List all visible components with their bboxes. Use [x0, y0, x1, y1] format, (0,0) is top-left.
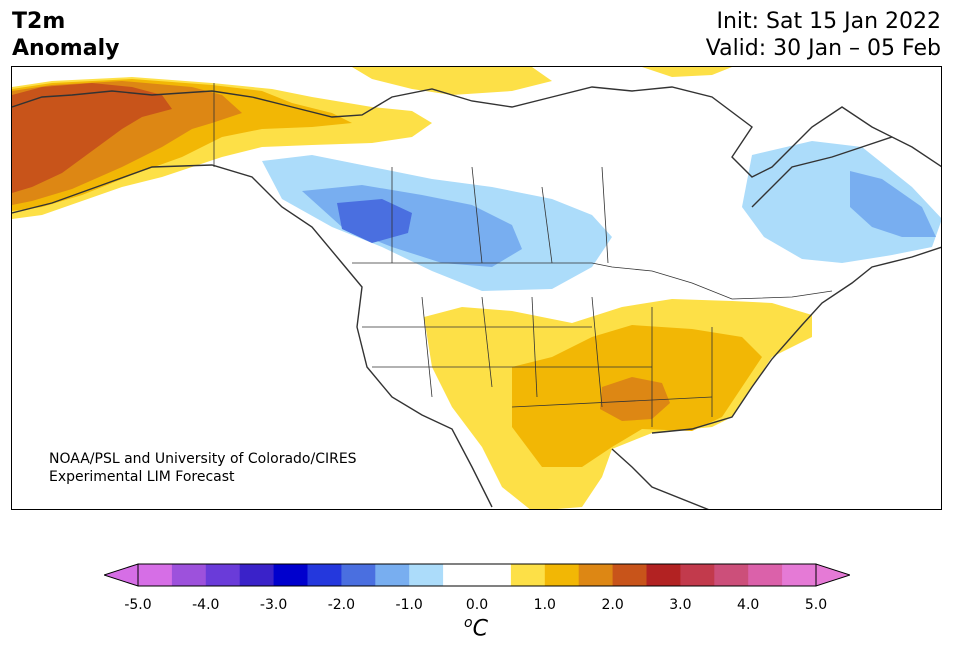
colorbar-cell [578, 564, 614, 586]
colorbar-cell [782, 564, 817, 586]
coastlines [12, 86, 941, 509]
credit-text: NOAA/PSL and University of Colorado/CIRE… [49, 450, 357, 486]
colorbar-cell [239, 564, 275, 586]
init-date: Init: Sat 15 Jan 2022 [716, 9, 941, 34]
warm-anomaly-arctic-2 [642, 67, 732, 77]
warm-anomaly-arctic [352, 67, 552, 95]
colorbar-outline [137, 563, 817, 587]
colorbar-cell [205, 564, 241, 586]
colorbar-tick-label: 3.0 [669, 597, 692, 613]
colorbar-tick-label: -2.0 [327, 597, 356, 613]
colorbar-tick-label: 5.0 [804, 597, 828, 613]
colorbar-tick-label: 4.0 [737, 597, 760, 613]
map-panel [11, 66, 942, 510]
credit-line-2: Experimental LIM Forecast [49, 469, 235, 485]
colorbar-cells [138, 564, 817, 586]
colorbar-tick-label: -3.0 [259, 597, 288, 613]
cold-anomaly-west-core [337, 199, 412, 243]
colorbar-tick-label: -1.0 [395, 597, 423, 613]
colorbar-cell [510, 564, 546, 586]
political-borders [213, 83, 833, 427]
anomaly-map [12, 67, 941, 509]
credit-line-1: NOAA/PSL and University of Colorado/CIRE… [49, 451, 357, 467]
warm-anomaly-alaska-core [12, 83, 172, 193]
colorbar-tick-label: 1.0 [533, 597, 556, 613]
colorbar-cell [544, 564, 580, 586]
colorbar-cell [138, 564, 173, 586]
colorbar-tick-label: 2.0 [601, 597, 624, 613]
colorbar-cell [375, 564, 410, 586]
colorbar-cell [714, 564, 749, 586]
colorbar [104, 563, 850, 587]
map-title: T2m Anomaly [12, 8, 119, 62]
cold-anomaly-east-core [850, 171, 936, 237]
colorbar-cell [612, 564, 647, 586]
colorbar-cell [307, 564, 342, 586]
colorbar-cell [409, 564, 444, 586]
valid-dates: Valid: 30 Jan – 05 Feb [705, 36, 941, 61]
colorbar-cell [171, 564, 207, 586]
colorbar-tick-label: -5.0 [124, 597, 152, 613]
colorbar-cell [443, 564, 478, 586]
colorbar-min-arrow [104, 563, 139, 587]
colorbar-cell [477, 564, 512, 586]
anomaly-label: Anomaly [12, 36, 120, 61]
colorbar-max-arrow [815, 563, 850, 587]
colorbar-cell [680, 564, 715, 586]
colorbar-cell [748, 564, 783, 586]
warm-anomaly-south-high [600, 377, 670, 421]
colorbar-cell [341, 564, 376, 586]
colorbar-tick-label: 0.0 [465, 597, 489, 613]
colorbar-cell [646, 564, 681, 586]
colorbar-tick-label: -4.0 [192, 597, 220, 613]
colorbar-cell [273, 564, 308, 586]
variable-label: T2m [12, 9, 66, 34]
unit-label: oC [464, 615, 488, 642]
forecast-dates: Init: Sat 15 Jan 2022 Valid: 30 Jan – 05… [706, 8, 941, 62]
